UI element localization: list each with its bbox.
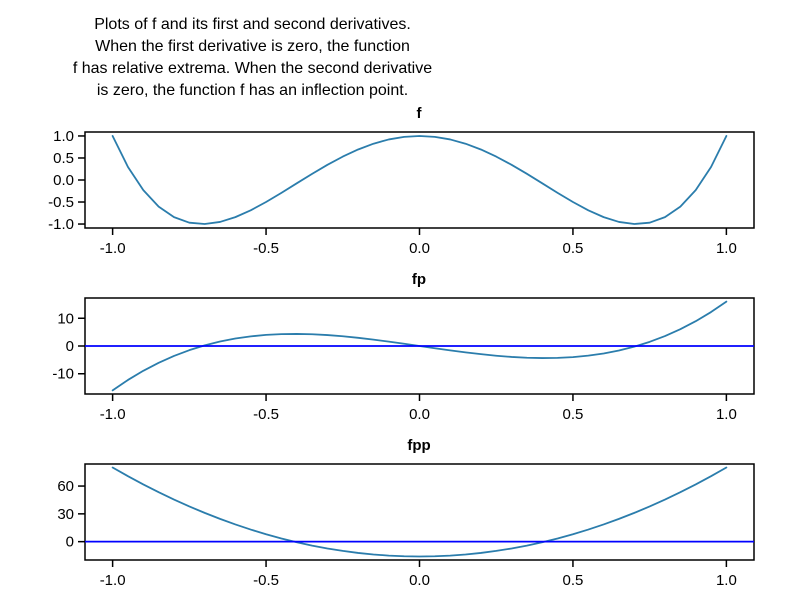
x-tick-label: 0.0	[409, 240, 430, 257]
y-tick-label: 10	[57, 310, 74, 327]
x-tick-label: 0.5	[563, 572, 584, 589]
plot-frame	[84, 463, 755, 561]
caption-line-3: f has relative extrema. When the second …	[72, 60, 433, 77]
x-tick-label: 1.0	[716, 406, 737, 423]
y-tick-label: -0.5	[48, 194, 74, 211]
panel-title-fpp: fpp	[407, 437, 431, 454]
x-tick-label: -0.5	[253, 406, 279, 423]
x-tick-label: -1.0	[100, 406, 126, 423]
caption-line-2: When the first derivative is zero, the f…	[95, 38, 410, 55]
x-tick-label: -1.0	[100, 240, 126, 257]
x-tick-label: 0.5	[563, 406, 584, 423]
y-tick-label: 0.0	[53, 172, 74, 189]
x-tick-label: 1.0	[716, 572, 737, 589]
series-line	[111, 135, 728, 225]
y-tick-label: 30	[57, 506, 74, 523]
y-tick-label: -1.0	[48, 216, 74, 233]
panel-fpp: fpp -1.0 -0.5 0.0 0.5 1.0 60 30 0	[0, 434, 800, 600]
panel-f: f -1.0 -0.5 0.0 0.5 1.0 1.0 0.5 0.0 -0.5 -1.0	[0, 102, 800, 268]
caption-line-1: Plots of f and its first and second deri…	[94, 16, 411, 33]
y-tick-label: 0.5	[53, 150, 74, 167]
x-tick-label: 1.0	[716, 240, 737, 257]
y-tick-label: -10	[52, 366, 74, 383]
panel-fp: fp -1.0 -0.5 0.0 0.5 1.0 10 0 -10	[0, 268, 800, 434]
y-tick-label: 0	[66, 338, 74, 355]
plot-frame	[84, 131, 755, 229]
figure-caption: Plots of f and its first and second deri…	[0, 0, 505, 102]
x-tick-label: 0.5	[563, 240, 584, 257]
x-tick-label: -0.5	[253, 240, 279, 257]
plot-fpp: -1.0 -0.5 0.0 0.5 1.0 60 30 0	[57, 463, 755, 589]
x-tick-label: 0.0	[409, 406, 430, 423]
x-tick-label: -1.0	[100, 572, 126, 589]
panel-title-f: f	[416, 105, 422, 122]
panel-title-fp: fp	[411, 271, 427, 288]
plot-fp: -1.0 -0.5 0.0 0.5 1.0 10 0 -10	[52, 297, 755, 423]
y-tick-label: 60	[57, 478, 74, 495]
caption-line-4: is zero, the function f has an inflectio…	[96, 82, 409, 99]
x-tick-label: -0.5	[253, 572, 279, 589]
plot-f: -1.0 -0.5 0.0 0.5 1.0 1.0 0.5 0.0 -0.5 -1.0	[48, 128, 755, 257]
series-line	[111, 466, 728, 558]
x-tick-label: 0.0	[409, 572, 430, 589]
y-tick-label: 0	[66, 534, 74, 551]
y-tick-label: 1.0	[53, 128, 74, 145]
